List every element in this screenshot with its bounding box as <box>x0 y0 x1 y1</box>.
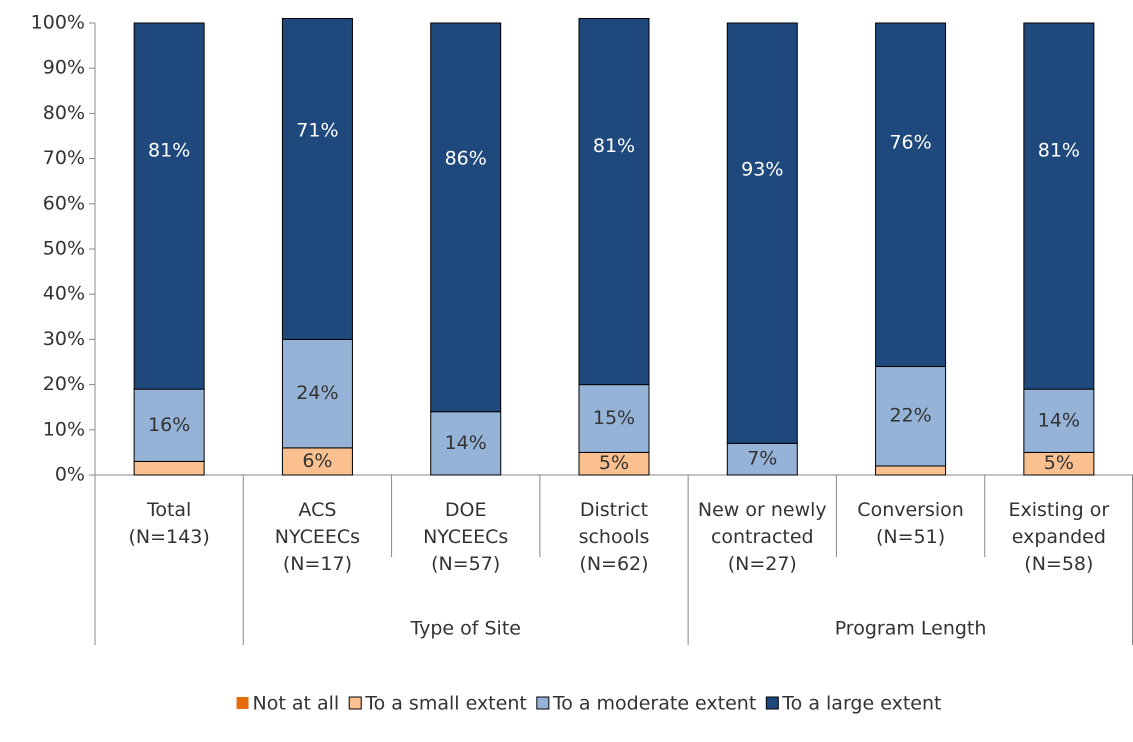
data-label: 14% <box>1038 409 1080 431</box>
bar-segment <box>726 22 798 444</box>
data-label: 5% <box>1044 452 1074 474</box>
data-label: 81% <box>148 140 190 162</box>
x-tick-label: ACS NYCEECs (N=17) <box>275 499 360 575</box>
legend-label: To a large extent <box>781 693 941 715</box>
x-tick-line: contracted <box>711 526 814 548</box>
group-label: Type of Site <box>409 618 521 640</box>
data-label: 71% <box>296 119 338 141</box>
bar-segment <box>875 465 947 476</box>
x-tick-label: DOE NYCEECs (N=57) <box>423 499 508 575</box>
x-tick-line: schools <box>579 526 650 548</box>
bar-segment <box>281 447 353 476</box>
x-tick-label: Conversion (N=51) <box>857 499 964 548</box>
legend-label: Not at all <box>253 693 340 715</box>
data-label: 6% <box>302 450 332 472</box>
y-tick-label: 0% <box>55 464 85 486</box>
x-tick-line: (N=27) <box>728 553 797 575</box>
x-tick-line: (N=57) <box>431 553 500 575</box>
x-tick-line: Total <box>146 499 191 521</box>
bar-segment <box>430 22 502 413</box>
x-tick-label: District schools (N=62) <box>579 499 650 575</box>
legend-swatch <box>348 696 362 710</box>
bar-segment <box>133 460 205 476</box>
y-tick-label: 100% <box>31 12 85 34</box>
y-tick-label: 10% <box>43 418 85 440</box>
bar-segment <box>875 22 947 368</box>
bar-segment <box>281 17 353 340</box>
x-tick-line: Existing or <box>1008 499 1109 521</box>
data-label: 86% <box>445 148 487 170</box>
x-tick-line: NYCEECs <box>275 526 360 548</box>
x-tick-label: Existing or expanded (N=58) <box>1008 499 1109 575</box>
data-label: 16% <box>148 414 190 436</box>
y-tick-label: 30% <box>43 328 85 350</box>
x-tick-line: DOE <box>445 499 487 521</box>
x-tick-line: New or newly <box>698 499 827 521</box>
y-tick-label: 20% <box>43 373 85 395</box>
x-tick-line: (N=143) <box>129 526 210 548</box>
y-tick-label: 70% <box>43 147 85 169</box>
legend-label: To a small extent <box>364 693 527 715</box>
data-label: 76% <box>889 132 931 154</box>
y-tick-label: 80% <box>43 102 85 124</box>
x-tick-line: ACS <box>298 499 336 521</box>
bar-segment <box>133 388 205 462</box>
data-label: 81% <box>1038 140 1080 162</box>
legend-swatch <box>765 696 779 710</box>
bar-segment <box>578 17 650 386</box>
x-tick-line: Conversion <box>857 499 964 521</box>
x-tick-label: Total (N=143) <box>129 499 210 548</box>
data-label: 7% <box>747 448 777 470</box>
bar-segment <box>578 384 650 453</box>
bar-segment <box>1023 388 1095 453</box>
data-label: 14% <box>445 432 487 454</box>
x-tick-line: (N=17) <box>283 553 352 575</box>
y-tick-label: 50% <box>43 238 85 260</box>
legend-swatch <box>536 696 550 710</box>
data-label: 5% <box>599 452 629 474</box>
data-label: 81% <box>593 135 635 157</box>
group-label: Program Length <box>835 618 987 640</box>
x-tick-line: (N=51) <box>876 526 945 548</box>
data-label: 24% <box>296 382 338 404</box>
x-tick-line: District <box>580 499 648 521</box>
y-tick-label: 60% <box>43 192 85 214</box>
data-label: 15% <box>593 407 635 429</box>
bar-segment <box>875 366 947 467</box>
legend-label: To a moderate extent <box>552 693 756 715</box>
y-tick-label: 40% <box>43 283 85 305</box>
legend-swatch <box>236 697 249 709</box>
x-tick-label: New or newly contracted (N=27) <box>698 499 827 575</box>
bar-segment <box>1023 22 1095 390</box>
y-tick-label: 90% <box>43 57 85 79</box>
x-tick-line: expanded <box>1012 526 1106 548</box>
legend: Not at all To a small extent To a moderate… <box>236 693 941 715</box>
x-tick-line: NYCEECs <box>423 526 508 548</box>
data-label: 93% <box>741 159 783 181</box>
data-label: 22% <box>889 405 931 427</box>
x-tick-line: (N=62) <box>579 553 648 575</box>
bar-segment <box>133 22 205 390</box>
x-tick-line: (N=58) <box>1024 553 1093 575</box>
